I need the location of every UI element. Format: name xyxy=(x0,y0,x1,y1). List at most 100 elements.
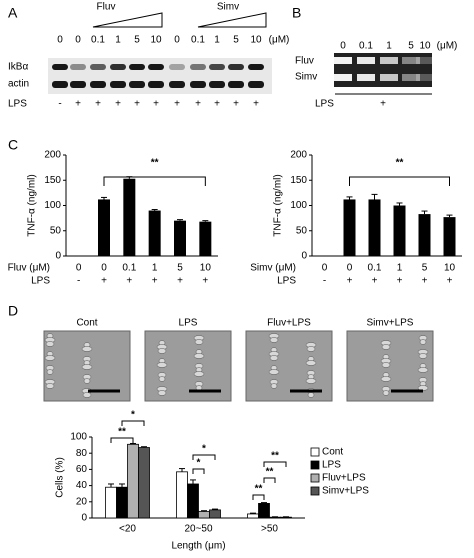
cell xyxy=(45,341,55,347)
band xyxy=(129,64,145,70)
lane-label: 1 xyxy=(386,41,392,52)
y-tick-label: 0 xyxy=(81,513,87,524)
lps-sign: + xyxy=(195,99,201,110)
band xyxy=(52,64,68,70)
bar xyxy=(443,217,456,256)
cell xyxy=(81,364,93,370)
lps-sign: + xyxy=(95,99,101,110)
lps-sign: + xyxy=(134,99,140,110)
lane-label: 0 xyxy=(340,41,346,52)
significance-label: ** xyxy=(271,451,279,462)
error-bar xyxy=(141,446,147,448)
band xyxy=(380,57,398,64)
lps-sign: + xyxy=(253,99,259,110)
band xyxy=(380,74,398,81)
lps-sign: + xyxy=(153,99,159,110)
bar xyxy=(138,447,150,519)
lane-label: 0.1 xyxy=(191,35,205,46)
cell xyxy=(46,369,54,375)
significance-bracket xyxy=(349,176,450,186)
lps-sign: + xyxy=(447,276,453,287)
y-axis-title: TNF-α (ng/ml) xyxy=(273,174,284,236)
cell xyxy=(381,362,391,368)
micrograph-label: LPS xyxy=(179,318,198,329)
lps-sign: + xyxy=(202,276,208,287)
band xyxy=(357,74,375,81)
unit-label: (μM) xyxy=(269,35,290,46)
legend-label: LPS xyxy=(322,460,341,471)
panel-label: D xyxy=(8,303,18,319)
bar xyxy=(123,178,136,256)
cell xyxy=(82,392,92,398)
lps-sign: - xyxy=(77,276,80,287)
band xyxy=(190,64,206,70)
band xyxy=(70,64,86,70)
cell xyxy=(81,346,93,352)
bar xyxy=(198,511,210,519)
error-bar xyxy=(130,442,136,445)
x-axis-title: Length (μm) xyxy=(171,541,225,552)
error-bar xyxy=(250,512,256,514)
significance-label: ** xyxy=(396,158,404,169)
y-axis-title: Cells (%) xyxy=(55,457,66,498)
cell xyxy=(418,353,428,359)
error-bar xyxy=(101,196,107,200)
cell xyxy=(193,353,205,359)
row-label: actin xyxy=(8,79,29,90)
bar xyxy=(148,210,161,256)
cell xyxy=(269,355,279,361)
x-tick-label: 20~50 xyxy=(184,524,213,535)
bar xyxy=(116,486,128,519)
lane-label: 0.1 xyxy=(91,35,105,46)
lps-label: LPS xyxy=(315,99,334,110)
cell xyxy=(380,376,392,382)
y-tick-label: 100 xyxy=(290,200,307,211)
lps-sign: + xyxy=(126,276,132,287)
lps-sign: + xyxy=(177,276,183,287)
cell xyxy=(193,371,205,377)
error-bar xyxy=(190,479,196,484)
cell xyxy=(270,383,278,389)
error-bar xyxy=(446,214,453,218)
cell xyxy=(158,376,166,382)
y-tick-label: 0 xyxy=(55,251,61,262)
error-bar xyxy=(421,210,428,215)
y-tick-label: 100 xyxy=(44,200,61,211)
y-tick-label: 0 xyxy=(301,251,307,262)
cell xyxy=(156,362,168,368)
x-tick-label: 0.1 xyxy=(122,263,136,274)
significance-label: ** xyxy=(151,158,159,169)
x-axis-title: Fluv (μM) xyxy=(8,263,50,274)
significance-bracket xyxy=(263,461,287,467)
significance-bracket xyxy=(192,454,216,460)
cell xyxy=(381,344,391,350)
cell xyxy=(269,337,279,343)
lps-sign: + xyxy=(214,99,220,110)
band xyxy=(416,74,434,81)
band xyxy=(248,64,264,70)
x-tick-label: 5 xyxy=(177,263,183,274)
lane-label: 10 xyxy=(150,35,162,46)
lps-sign: + xyxy=(115,99,121,110)
band xyxy=(169,81,185,88)
x-tick-label: <20 xyxy=(119,524,136,535)
gradient-triangle xyxy=(92,12,163,28)
lps-sign: + xyxy=(347,276,353,287)
x-tick-label: 0.1 xyxy=(368,263,382,274)
lps-sign: + xyxy=(174,99,180,110)
significance-label: * xyxy=(131,410,135,421)
bar xyxy=(187,483,199,519)
lane-label: 0 xyxy=(174,35,180,46)
lane-label: 5 xyxy=(408,41,414,52)
x-tick-label: 1 xyxy=(397,263,403,274)
cell xyxy=(157,348,167,354)
lps-sign: + xyxy=(372,276,378,287)
y-tick-label: 150 xyxy=(290,175,307,186)
lps-label: LPS xyxy=(277,276,296,287)
lps-sign: - xyxy=(58,99,61,110)
significance-bracket xyxy=(110,437,134,443)
legend-swatch xyxy=(310,447,320,457)
band xyxy=(209,81,225,88)
bar xyxy=(98,199,110,256)
lane-label: 10 xyxy=(419,41,431,52)
